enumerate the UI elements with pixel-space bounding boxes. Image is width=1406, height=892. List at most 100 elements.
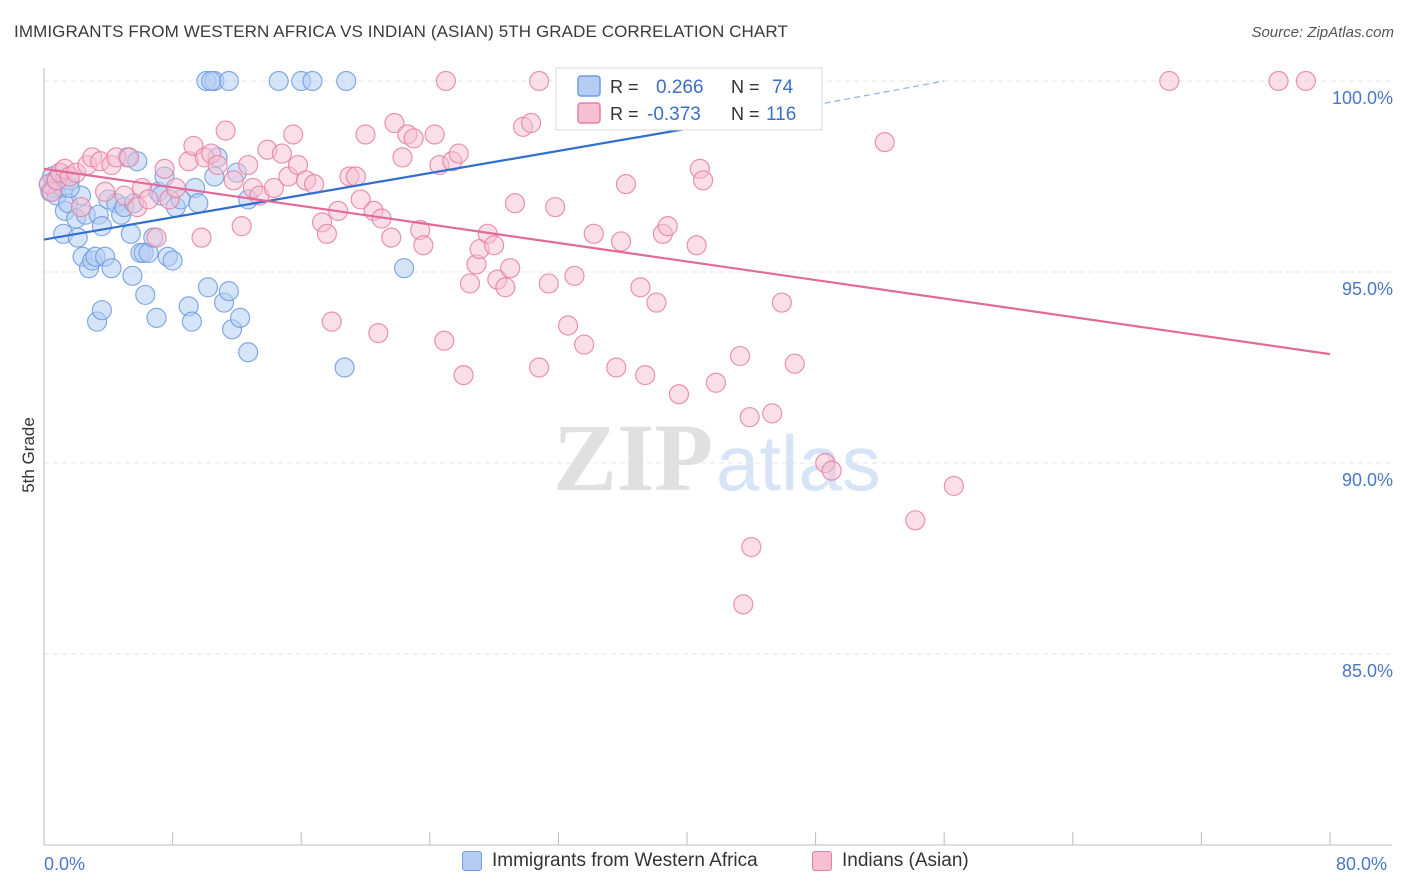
point-1-45 (321, 311, 342, 332)
point-1-25 (191, 227, 212, 248)
x-tick-label-max: 80.0% (1336, 854, 1387, 874)
point-1-29 (215, 120, 236, 141)
point-1-87 (615, 174, 637, 195)
point-1-37 (271, 143, 293, 164)
source-label: Source: ZipAtlas.com (1251, 24, 1394, 41)
point-1-71 (484, 235, 505, 256)
legend-label-western-africa: Immigrants from Western Africa (492, 850, 758, 871)
point-0-38 (146, 307, 167, 328)
point-0-61 (334, 357, 355, 378)
point-1-92 (657, 216, 678, 237)
legend-item-western-africa: Immigrants from Western Africa (462, 850, 758, 872)
point-1-19 (146, 227, 167, 248)
legend-n-value-0: 74 (772, 77, 794, 98)
watermark: ZIP atlas (553, 404, 881, 511)
point-1-107 (905, 510, 926, 531)
point-1-114 (1295, 70, 1316, 92)
point-1-32 (238, 154, 259, 176)
point-1-36 (263, 177, 284, 199)
legend-swatch-western-africa-bottom (462, 851, 482, 871)
point-1-84 (583, 223, 604, 244)
point-1-81 (557, 315, 579, 336)
point-1-65 (448, 143, 469, 164)
point-0-65 (218, 70, 239, 92)
point-1-60 (413, 235, 434, 256)
point-1-49 (350, 189, 371, 210)
point-0-30 (122, 265, 143, 286)
point-1-96 (692, 170, 714, 191)
point-1-39 (283, 124, 304, 145)
point-1-48 (345, 166, 366, 187)
point-1-93 (668, 384, 690, 405)
point-1-56 (392, 147, 413, 168)
y-axis-label: 5th Grade (19, 417, 38, 493)
point-1-54 (381, 227, 402, 248)
point-1-75 (504, 193, 526, 214)
legend-n-value-1: 116 (766, 104, 796, 125)
point-1-78 (529, 357, 550, 378)
point-1-66 (453, 365, 474, 386)
point-0-59 (91, 300, 112, 321)
legend-label-indians-asian: Indians (Asian) (842, 850, 969, 871)
point-1-74 (500, 258, 521, 279)
point-1-79 (538, 273, 559, 294)
legend-swatch-western-africa (577, 75, 601, 97)
legend-r-label-1: R = (610, 104, 639, 124)
point-0-69 (336, 70, 357, 92)
legend-item-indians-asian: Indians (Asian) (812, 850, 969, 872)
stats-legend: R = 0.266 N = 74 R = -0.373 N = 116 (555, 67, 823, 131)
point-1-86 (610, 231, 632, 252)
point-1-115 (741, 536, 762, 558)
point-1-106 (874, 132, 895, 153)
point-1-89 (635, 365, 656, 386)
legend-r-label-0: R = (610, 77, 639, 97)
trend-line-indians-asian (43, 167, 1331, 356)
point-1-83 (574, 334, 595, 355)
point-1-108 (943, 475, 964, 497)
y-tick-label-0: 100.0% (1332, 88, 1393, 108)
legend-r-value-0: 0.266 (656, 77, 704, 98)
point-1-97 (705, 372, 727, 393)
series-legend: Immigrants from Western Africa Indians (… (0, 850, 1406, 880)
trend-line-western-africa (43, 127, 688, 241)
point-1-55 (384, 112, 405, 134)
point-0-49 (188, 193, 209, 214)
point-0-47 (181, 311, 202, 332)
point-0-62 (393, 258, 415, 279)
point-1-112 (1159, 70, 1180, 92)
point-0-68 (302, 70, 323, 92)
point-1-28 (207, 154, 228, 176)
y-tick-label-2: 90.0% (1342, 470, 1393, 490)
point-1-73 (495, 277, 516, 298)
point-1-31 (231, 216, 252, 237)
x-tick-label-min: 0.0% (44, 854, 85, 874)
point-0-70 (201, 70, 222, 92)
watermark-zip: ZIP (553, 404, 713, 511)
point-1-82 (564, 265, 585, 286)
point-1-113 (1268, 70, 1289, 92)
point-1-99 (733, 594, 754, 615)
point-1-15 (119, 147, 140, 168)
legend-n-label-1: N = (731, 104, 760, 124)
point-1-20 (154, 158, 175, 179)
point-0-50 (197, 277, 219, 298)
point-1-101 (762, 403, 783, 424)
point-1-67 (459, 273, 481, 294)
point-1-80 (545, 196, 566, 218)
point-1-90 (646, 292, 667, 313)
point-1-30 (223, 170, 244, 191)
legend-n-label-0: N = (731, 77, 760, 97)
legend-swatch-indians-asian-bottom (812, 851, 832, 871)
point-1-77 (520, 112, 542, 134)
point-0-21 (91, 216, 112, 237)
point-1-58 (403, 128, 424, 149)
point-1-105 (821, 460, 842, 481)
y-tick-label-3: 85.0% (1342, 661, 1393, 681)
point-0-29 (120, 223, 141, 244)
y-tick-labels: 100.0% 95.0% 90.0% 85.0% (1332, 88, 1393, 681)
point-0-24 (101, 258, 122, 279)
point-1-94 (686, 235, 707, 256)
point-1-98 (729, 345, 751, 367)
point-1-11 (94, 181, 116, 202)
